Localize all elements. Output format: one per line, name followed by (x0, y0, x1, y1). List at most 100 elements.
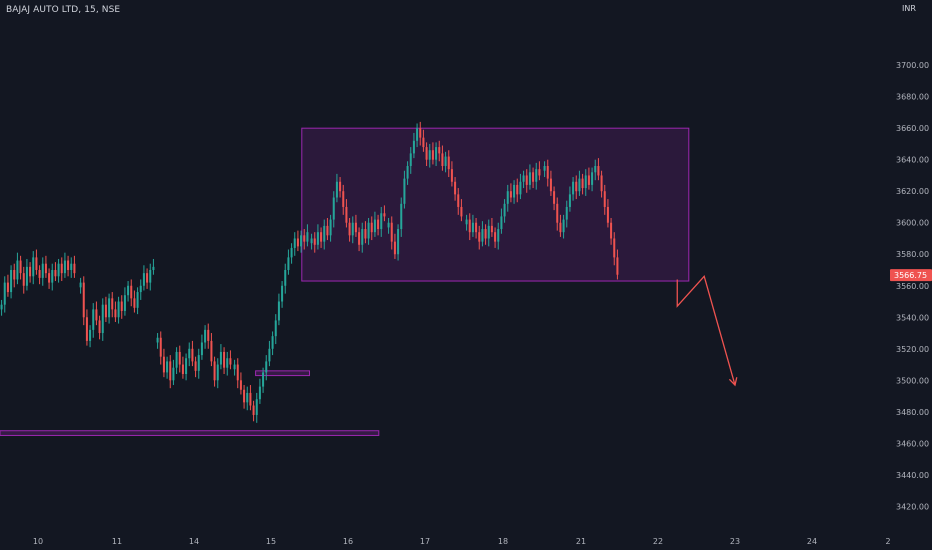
candle (487, 219, 490, 247)
candle (494, 227, 497, 248)
time-tick-label: 2 (885, 537, 890, 546)
candle (92, 303, 95, 338)
candle (149, 263, 152, 291)
candle (38, 265, 41, 285)
candle (572, 177, 575, 201)
candle (229, 350, 232, 370)
candle (559, 214, 562, 237)
consolidation-zone[interactable] (301, 127, 690, 282)
candle (22, 266, 25, 294)
candle (587, 167, 590, 190)
candle (255, 392, 258, 423)
candle (136, 287, 139, 315)
candle (303, 229, 306, 250)
candle (481, 221, 484, 247)
candle (367, 218, 370, 245)
candle (293, 232, 296, 256)
candle (120, 295, 123, 319)
candle (57, 258, 60, 283)
candle (435, 142, 438, 166)
candle (44, 255, 47, 278)
candle (468, 213, 471, 241)
candle (387, 218, 390, 234)
candle (581, 173, 584, 195)
candle (339, 177, 342, 198)
time-tick-label: 22 (653, 537, 663, 546)
candle (484, 224, 487, 245)
candle (532, 167, 535, 189)
mid-level-zone[interactable] (255, 370, 311, 377)
support-zone[interactable] (0, 430, 380, 436)
candle (95, 301, 98, 326)
candle (104, 296, 107, 322)
candle (169, 355, 172, 389)
candle (79, 277, 82, 294)
candle (403, 170, 406, 209)
candle (178, 345, 181, 373)
candle (207, 323, 210, 349)
price-tick-label: 3700.00 (896, 61, 929, 70)
candle (3, 276, 6, 313)
candle (438, 140, 441, 162)
candle (450, 161, 453, 187)
candle (342, 184, 345, 215)
candle (127, 281, 130, 302)
currency-label: INR (902, 4, 916, 13)
candle (610, 218, 613, 245)
time-tick-label: 23 (730, 537, 740, 546)
candle (226, 351, 229, 376)
candle (603, 184, 606, 215)
candle (431, 142, 434, 165)
price-axis[interactable]: 3420.00 3440.00 3460.00 3480.00 3500.00 3520.… (896, 61, 929, 511)
candle (454, 177, 457, 201)
candle (258, 378, 261, 404)
candle (216, 358, 219, 389)
candle (490, 218, 493, 237)
price-tick-label: 3640.00 (896, 156, 929, 165)
candle (528, 164, 531, 190)
candle (373, 211, 376, 237)
candle (380, 206, 383, 237)
candle (525, 169, 528, 193)
candle (265, 355, 268, 381)
arrow-head-icon (728, 377, 738, 387)
candle (130, 279, 133, 307)
candle (219, 344, 222, 370)
candle (63, 252, 66, 278)
candle (233, 359, 236, 376)
candle (48, 268, 51, 289)
time-tick-label: 16 (343, 537, 353, 546)
candle (351, 216, 354, 244)
candle (41, 257, 44, 286)
candle (457, 188, 460, 215)
candle (354, 214, 357, 237)
price-tick-label: 3600.00 (896, 219, 929, 228)
price-tick-label: 3440.00 (896, 471, 929, 480)
candle (274, 314, 277, 345)
candle (503, 199, 506, 223)
candle (284, 263, 287, 294)
candle (25, 258, 28, 291)
candle (422, 129, 425, 152)
candle (13, 263, 16, 288)
candle (139, 279, 142, 300)
candle (416, 123, 419, 148)
candle (326, 218, 329, 241)
candle (460, 199, 463, 222)
candle (277, 293, 280, 326)
candle (594, 159, 597, 181)
candle (243, 385, 246, 409)
candle (393, 233, 396, 259)
candle (246, 386, 249, 411)
time-axis[interactable]: 10 11 14 15 16 17 18 21 22 23 24 2 (33, 537, 891, 546)
candles-layer (0, 121, 619, 423)
candle (239, 372, 242, 395)
projected-path[interactable] (676, 274, 736, 386)
candle (428, 143, 431, 168)
candle (335, 173, 338, 203)
price-tick-label: 3520.00 (896, 345, 929, 354)
candle (471, 214, 474, 237)
candle (117, 296, 120, 324)
candle (316, 224, 319, 250)
